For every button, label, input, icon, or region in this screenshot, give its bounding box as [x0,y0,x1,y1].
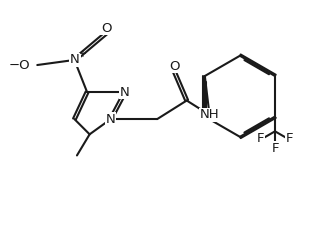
Text: F: F [271,142,279,155]
Text: O: O [101,21,112,35]
Text: N: N [106,112,116,126]
Text: NH: NH [200,108,219,121]
Text: N: N [120,85,130,99]
Text: N: N [70,53,80,67]
Text: O: O [169,60,179,73]
Text: F: F [257,131,265,145]
Text: +: + [78,49,86,59]
Text: F: F [286,131,293,145]
Text: −O: −O [9,58,31,72]
